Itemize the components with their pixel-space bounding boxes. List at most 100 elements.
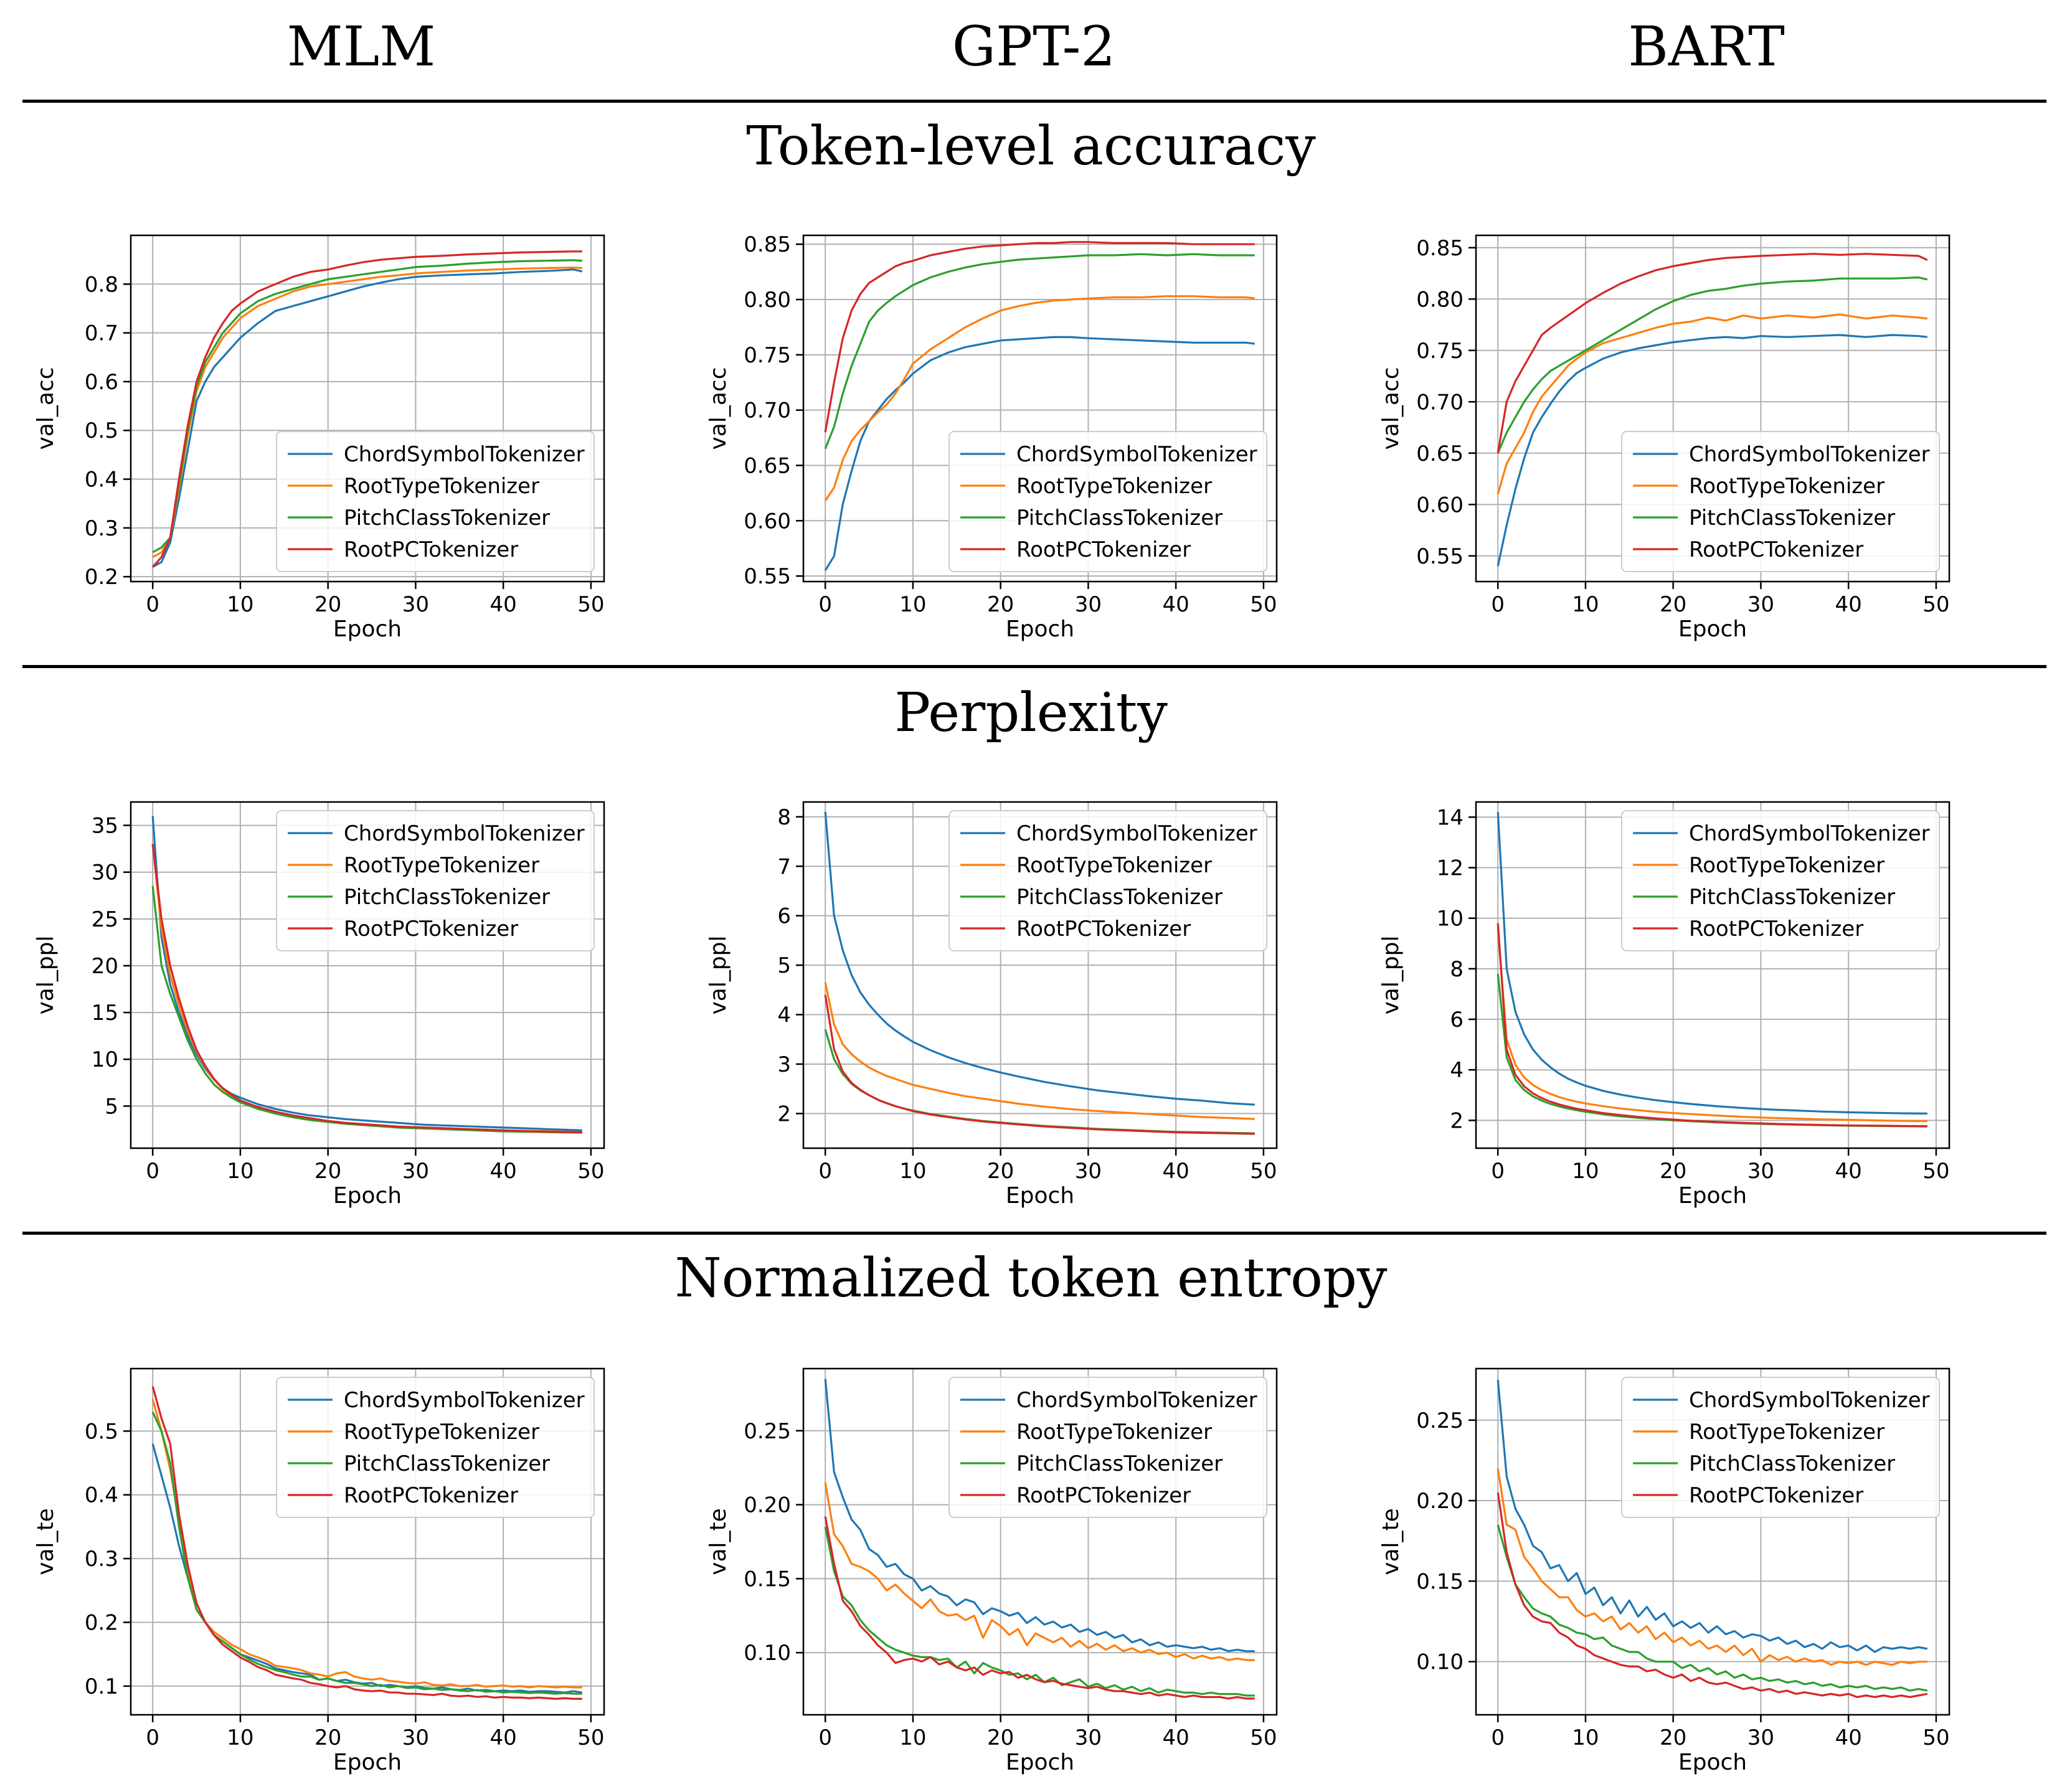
y-axis-label: val_te (33, 1508, 59, 1575)
series-group (1497, 1379, 1928, 1699)
x-tick-label: 50 (577, 592, 604, 617)
plot-frame (1475, 1367, 1951, 1716)
legend-label: PitchClassTokenizer (1689, 506, 1895, 531)
legend-box (276, 810, 595, 951)
series-line-rootpctokenizer (151, 844, 582, 1134)
plot-frame (802, 234, 1278, 583)
x-axis-label: Epoch (1006, 1750, 1074, 1775)
y-tick-label: 35 (92, 814, 118, 839)
legend-box (1621, 810, 1940, 951)
series-line-rootpctokenizer (824, 1516, 1255, 1700)
y-tick-label: 0.60 (1416, 493, 1464, 517)
x-axis-label: Epoch (1678, 616, 1747, 642)
chart-perplexity-gpt2: 0 10 20 30 40 50 2 3 4 5 6 7 8 Epoch val_ppl ChordSymbo… (706, 801, 1278, 1209)
y-tick-label: 0.80 (1416, 287, 1464, 312)
y-tick-label: 0.85 (744, 232, 791, 257)
x-tick-label: 10 (227, 1159, 253, 1184)
x-tick-label: 20 (987, 1725, 1014, 1750)
y-tick-label: 6 (777, 904, 791, 929)
legend-label: RootTypeTokenizer (1689, 853, 1885, 878)
series-line-pitchclasstokenizer (1497, 1524, 1928, 1692)
legend-label: RootTypeTokenizer (1689, 1420, 1885, 1445)
x-tick-label: 0 (146, 1725, 159, 1750)
series-group (151, 816, 582, 1134)
chart-perplexity-mlm: 0 10 20 30 40 50 5 10 15 20 25 30 35 Epoch val_ppl Chor… (33, 801, 605, 1209)
y-axis-label: val_acc (706, 367, 731, 450)
y-tick-label: 0.10 (1416, 1650, 1464, 1675)
x-tick-label: 10 (227, 1725, 253, 1750)
legend-box (276, 1377, 595, 1518)
series-line-chordsymboltokenizer (151, 816, 582, 1131)
chart-accuracy-mlm: 0 10 20 30 40 50 0.2 0.3 0.4 0.5 0.6 0.7 0.8 Epoch val… (33, 234, 605, 642)
y-tick-label: 12 (1437, 856, 1464, 881)
y-tick-label: 4 (777, 1003, 791, 1028)
y-tick-label: 3 (777, 1052, 791, 1077)
x-tick-label: 0 (1491, 1725, 1505, 1750)
section-title-perplexity: Perplexity (894, 682, 1168, 744)
legend: ChordSymbolTokenizer RootTypeTokenizer Pit… (276, 810, 595, 951)
legend-label: PitchClassTokenizer (1689, 1451, 1895, 1476)
series-line-chordsymboltokenizer (1497, 1379, 1928, 1653)
y-tick-label: 0.60 (744, 509, 791, 534)
y-tick-label: 0.20 (1416, 1489, 1464, 1514)
y-axis-label: val_ppl (33, 935, 59, 1014)
series-line-chordsymboltokenizer (824, 1379, 1255, 1653)
x-tick-label: 0 (146, 592, 159, 617)
y-tick-label: 15 (92, 1001, 118, 1026)
chart-entropy-bart: 0 10 20 30 40 50 0.10 0.15 0.20 0.25 Epoch val_te Ch… (1378, 1367, 1951, 1775)
series-line-roottypetokenizer (824, 295, 1256, 502)
y-tick-label: 0.15 (1416, 1569, 1464, 1594)
divider-rule (22, 665, 2046, 668)
series-line-roottypetokenizer (824, 982, 1255, 1120)
y-tick-label: 2 (777, 1101, 791, 1126)
y-tick-label: 0.7 (85, 321, 118, 346)
series-line-chordsymboltokenizer (1497, 812, 1927, 1115)
y-tick-label: 0.55 (1416, 544, 1464, 569)
legend-label: PitchClassTokenizer (1016, 506, 1223, 531)
chart-entropy-gpt2: 0 10 20 30 40 50 0.10 0.15 0.20 0.25 Epoch val_te Ch… (706, 1367, 1278, 1775)
legend: ChordSymbolTokenizer RootTypeTokenizer Pit… (948, 1377, 1267, 1518)
series-group (824, 811, 1255, 1135)
y-tick-label: 4 (1450, 1058, 1464, 1083)
x-axis-label: Epoch (1678, 1183, 1747, 1209)
y-tick-label: 0.8 (85, 272, 118, 297)
x-tick-label: 30 (1747, 1725, 1774, 1750)
legend-label: RootTypeTokenizer (1016, 474, 1212, 499)
x-tick-label: 50 (577, 1725, 604, 1750)
y-tick-label: 0.4 (85, 468, 118, 493)
legend-label: RootPCTokenizer (1689, 1483, 1863, 1508)
y-axis-label: val_acc (1378, 367, 1404, 450)
plot-frame (130, 234, 605, 583)
y-tick-label: 0.65 (744, 453, 791, 478)
y-tick-label: 0.3 (85, 516, 118, 541)
x-tick-label: 20 (315, 1159, 341, 1184)
x-tick-label: 10 (899, 1159, 926, 1184)
x-tick-label: 20 (987, 592, 1014, 617)
y-tick-label: 20 (92, 954, 118, 979)
series-group (1497, 812, 1927, 1128)
y-tick-label: 0.55 (744, 564, 791, 589)
chart-accuracy-gpt2: 0 10 20 30 40 50 0.55 0.60 0.65 0.70 0.75 0.80 0.85 E… (706, 232, 1278, 642)
x-tick-label: 40 (1163, 592, 1189, 617)
plot-frame (130, 1367, 605, 1716)
x-tick-label: 30 (1747, 1159, 1774, 1184)
legend-label: ChordSymbolTokenizer (1689, 1388, 1930, 1413)
divider-rule (22, 1232, 2046, 1235)
series-line-pitchclasstokenizer (1497, 973, 1927, 1128)
y-tick-label: 0.70 (744, 398, 791, 423)
legend-label: PitchClassTokenizer (1016, 885, 1223, 910)
y-tick-label: 0.75 (1416, 339, 1464, 364)
series-line-pitchclasstokenizer (824, 1526, 1255, 1697)
legend-label: PitchClassTokenizer (1016, 1451, 1223, 1476)
legend-label: RootTypeTokenizer (1689, 474, 1885, 499)
series-line-roottypetokenizer (151, 1398, 582, 1689)
series-line-chordsymboltokenizer (1497, 334, 1927, 567)
x-tick-label: 30 (1075, 592, 1102, 617)
series-line-roottypetokenizer (824, 1482, 1255, 1661)
plot-frame (1475, 234, 1951, 583)
x-tick-label: 10 (1572, 1159, 1599, 1184)
legend: ChordSymbolTokenizer RootTypeTokenizer Pit… (1621, 431, 1940, 572)
x-axis-label: Epoch (1006, 1183, 1074, 1209)
x-tick-label: 0 (818, 1159, 832, 1184)
x-tick-label: 40 (490, 1159, 517, 1184)
